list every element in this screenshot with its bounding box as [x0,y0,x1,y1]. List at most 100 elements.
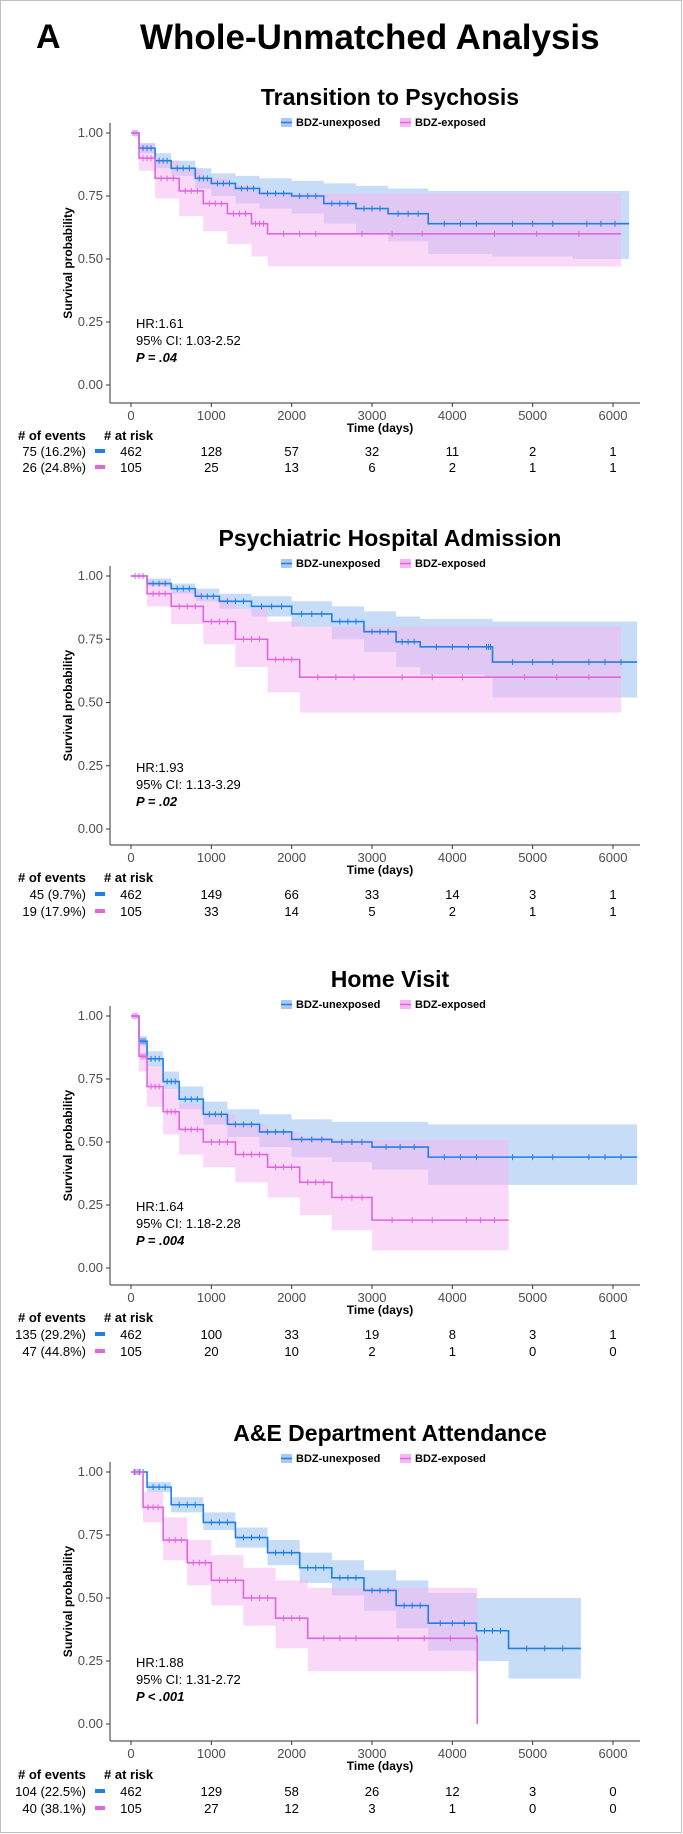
y-tick-label: 0.50 [78,1134,103,1149]
confidence-interval: 95% CI: 1.18-2.28 [136,1216,241,1231]
legend-label-unexposed: BDZ-unexposed [296,1453,380,1465]
risk-swatch-exposed [95,1806,105,1810]
events-exposed: 19 (17.9%) [22,904,86,919]
risk-count-unexposed: 11 [446,444,460,459]
risk-swatch-exposed [95,909,105,913]
x-tick-label: 5000 [518,850,547,865]
risk-count-exposed: 20 [204,1344,218,1359]
x-tick-label: 0 [127,850,134,865]
confidence-interval: 95% CI: 1.31-2.72 [136,1672,241,1687]
x-tick-label: 6000 [599,1746,628,1761]
p-value: P = .02 [136,794,178,809]
ci-band-exposed [131,1016,509,1251]
chart-title: Transition to Psychosis [261,84,519,110]
risk-count-unexposed: 100 [200,1327,222,1342]
p-value: P < .001 [136,1689,184,1704]
events-header: # of events [18,428,86,443]
y-tick-label: 0.75 [78,1071,103,1086]
risk-count-exposed: 2 [449,460,456,475]
page-title: Whole-Unmatched Analysis [140,18,600,57]
risk-count-unexposed: 3 [529,1784,536,1799]
ci-band-unexposed [131,1016,638,1185]
p-value: P = .04 [136,350,178,365]
risk-count-unexposed: 8 [449,1327,456,1342]
risk-count-exposed: 1 [449,1801,456,1816]
risk-swatch-exposed [95,1349,105,1353]
y-tick-label: 0.75 [78,188,103,203]
x-tick-label: 1000 [197,1290,226,1305]
risk-count-unexposed: 1 [609,1327,616,1342]
y-tick-label: 0.25 [78,758,103,773]
y-tick-label: 1.00 [78,568,103,583]
risk-count-exposed: 105 [120,904,142,919]
y-tick-label: 0.00 [78,1260,103,1275]
chart-panel-2: Psychiatric Hospital Admission BDZ-unexpo… [18,525,640,919]
y-tick-label: 0.50 [78,1590,103,1605]
ci-band-exposed [131,576,622,713]
risk-count-unexposed: 66 [284,887,298,902]
x-tick-label: 1000 [197,850,226,865]
events-exposed: 26 (24.8%) [22,460,86,475]
x-tick-label: 1000 [197,1746,226,1761]
x-tick-label: 0 [127,1290,134,1305]
panel-label: A [36,18,61,56]
x-tick-label: 5000 [518,1290,547,1305]
ci-band-exposed [131,133,622,267]
risk-count-exposed: 27 [204,1801,218,1816]
x-tick-label: 4000 [438,850,467,865]
y-axis-label: Survival probability [61,207,75,319]
risk-swatch-unexposed [95,1789,105,1793]
risk-count-unexposed: 12 [445,1784,459,1799]
events-unexposed: 104 (22.5%) [15,1784,86,1799]
x-tick-label: 2000 [277,408,306,423]
y-tick-label: 0.75 [78,631,103,646]
risk-count-unexposed: 462 [120,444,142,459]
risk-count-exposed: 105 [120,460,142,475]
at-risk-header: # at risk [104,870,154,885]
risk-count-unexposed: 19 [365,1327,379,1342]
events-unexposed: 75 (16.2%) [22,444,86,459]
y-tick-label: 0.25 [78,1653,103,1668]
risk-count-unexposed: 32 [365,444,379,459]
events-unexposed: 135 (29.2%) [15,1327,86,1342]
chart-panel-3: Home Visit BDZ-unexposed BDZ-exposed 0.00 0.… [15,966,640,1359]
risk-count-unexposed: 58 [284,1784,298,1799]
at-risk-header: # at risk [104,1310,154,1325]
risk-count-exposed: 2 [368,1344,375,1359]
risk-count-exposed: 0 [609,1801,616,1816]
risk-count-exposed: 1 [609,904,616,919]
chart-title: A&E Department Attendance [233,1420,547,1446]
events-header: # of events [18,1310,86,1325]
events-exposed: 40 (38.1%) [22,1801,86,1816]
y-tick-label: 0.75 [78,1527,103,1542]
legend-label-unexposed: BDZ-unexposed [296,117,380,129]
y-axis-label: Survival probability [61,1545,75,1657]
legend-label-exposed: BDZ-exposed [415,1453,486,1465]
y-tick-label: 1.00 [78,1008,103,1023]
risk-count-unexposed: 33 [365,887,379,902]
x-tick-label: 4000 [438,408,467,423]
x-tick-label: 6000 [599,850,628,865]
risk-count-exposed: 105 [120,1801,142,1816]
risk-swatch-exposed [95,465,105,469]
x-axis-label: Time (days) [347,421,413,435]
hazard-ratio: HR:1.64 [136,1199,184,1214]
y-tick-label: 1.00 [78,125,103,140]
x-axis-label: Time (days) [347,863,413,877]
risk-count-exposed: 12 [284,1801,298,1816]
risk-count-unexposed: 129 [200,1784,222,1799]
risk-count-unexposed: 57 [284,444,298,459]
risk-count-exposed: 13 [284,460,298,475]
x-tick-label: 0 [127,408,134,423]
x-axis-label: Time (days) [347,1759,413,1773]
risk-count-exposed: 2 [449,904,456,919]
risk-count-unexposed: 1 [609,887,616,902]
at-risk-header: # at risk [104,428,154,443]
risk-count-unexposed: 462 [120,1784,142,1799]
risk-count-unexposed: 2 [529,444,536,459]
risk-count-exposed: 6 [368,460,375,475]
risk-count-unexposed: 3 [529,887,536,902]
y-axis-label: Survival probability [61,1089,75,1201]
